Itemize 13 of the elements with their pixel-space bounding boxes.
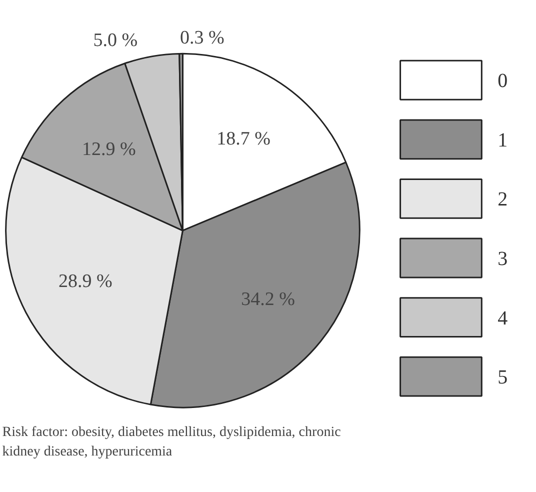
legend-label: 0 bbox=[498, 70, 508, 92]
data-label: 34.2 % bbox=[241, 288, 296, 310]
data-label: 5.0 % bbox=[93, 30, 138, 52]
legend-label: 5 bbox=[498, 366, 508, 389]
data-label: 0.3 % bbox=[180, 27, 225, 48]
legend-label: 3 bbox=[498, 248, 508, 270]
text: Risk factor: obesity, diabetes mellitus, dyslipidemia, chronic kidney disease, hyperuricemia bbox=[2, 425, 341, 460]
legend-label: 1 bbox=[498, 129, 508, 152]
legend-label: 4 bbox=[498, 307, 508, 330]
legend-label: 2 bbox=[498, 188, 508, 211]
data-label: 12.9 % bbox=[82, 138, 136, 160]
data-label: 18.7 % bbox=[216, 128, 271, 150]
data-label: 28.9 % bbox=[58, 270, 113, 292]
